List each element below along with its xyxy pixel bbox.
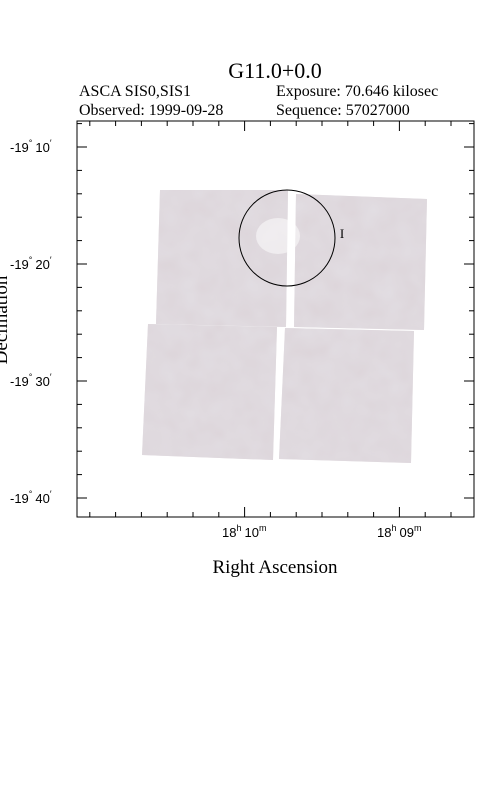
exposure: Exposure: 70.646 kilosec (276, 83, 438, 100)
label-part: ′ (50, 138, 52, 148)
label-part: 40 (35, 491, 49, 506)
y-tick-label: -19° 40′ (10, 489, 52, 506)
x-axis-label: Right Ascension (212, 557, 338, 578)
label-part: ′ (50, 255, 52, 265)
label-part: m (414, 523, 422, 533)
x-tick-label: 18h 10m (222, 523, 266, 540)
plot-frame (76, 120, 475, 518)
sequence: Sequence: 57027000 (276, 102, 410, 119)
label-part: 30 (35, 374, 49, 389)
label-part: m (259, 523, 267, 533)
label-part: 18 (222, 525, 236, 540)
source-region (238, 189, 336, 287)
y-tick-label: -19° 30′ (10, 372, 52, 389)
y-axis-label: Declination (0, 275, 12, 364)
instrument: ASCA SIS0,SIS1 (79, 83, 191, 100)
title: G11.0+0.0 (228, 58, 321, 83)
observed: Observed: 1999-09-28 (79, 102, 223, 119)
marker: I (340, 226, 344, 241)
label-part: -19 (10, 374, 29, 389)
label-part: 09 (399, 525, 413, 540)
label-part: h (391, 523, 396, 533)
x-tick-label: 18h 09m (377, 523, 421, 540)
y-tick-label: -19° 20′ (10, 255, 52, 272)
label-part: ° (29, 255, 33, 265)
label-part: -19 (10, 140, 29, 155)
label-part: ′ (50, 489, 52, 499)
label-part: ° (29, 489, 33, 499)
tick-marks (77, 121, 474, 517)
label-part: 20 (35, 257, 49, 272)
y-tick-label: -19° 10′ (10, 138, 52, 155)
sky-image: I (142, 189, 427, 463)
label-part: -19 (10, 491, 29, 506)
label-part: 18 (377, 525, 391, 540)
label-part: 10 (35, 140, 49, 155)
label-part: ′ (50, 372, 52, 382)
label-part: ° (29, 372, 33, 382)
label-part: 10 (244, 525, 258, 540)
label-part: ° (29, 138, 33, 148)
label-part: -19 (10, 257, 29, 272)
label-part: h (236, 523, 241, 533)
